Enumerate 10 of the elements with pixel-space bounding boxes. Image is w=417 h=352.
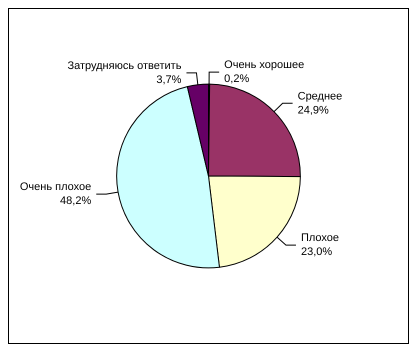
- data-label: 3,7%: [156, 74, 182, 86]
- slice-label: Очень хорошее: [224, 59, 304, 72]
- data-label: 23,0%: [300, 246, 332, 258]
- data-label: 24,9%: [298, 104, 330, 116]
- slice-label: Очень плохое: [20, 181, 92, 194]
- slice-label: Плохое: [300, 232, 340, 244]
- slice-label: Среднее: [298, 90, 342, 102]
- slice-label: Затрудняюсь ответить: [67, 60, 182, 72]
- data-label: 48,2%: [60, 195, 92, 208]
- data-label: 0,2%: [224, 73, 250, 86]
